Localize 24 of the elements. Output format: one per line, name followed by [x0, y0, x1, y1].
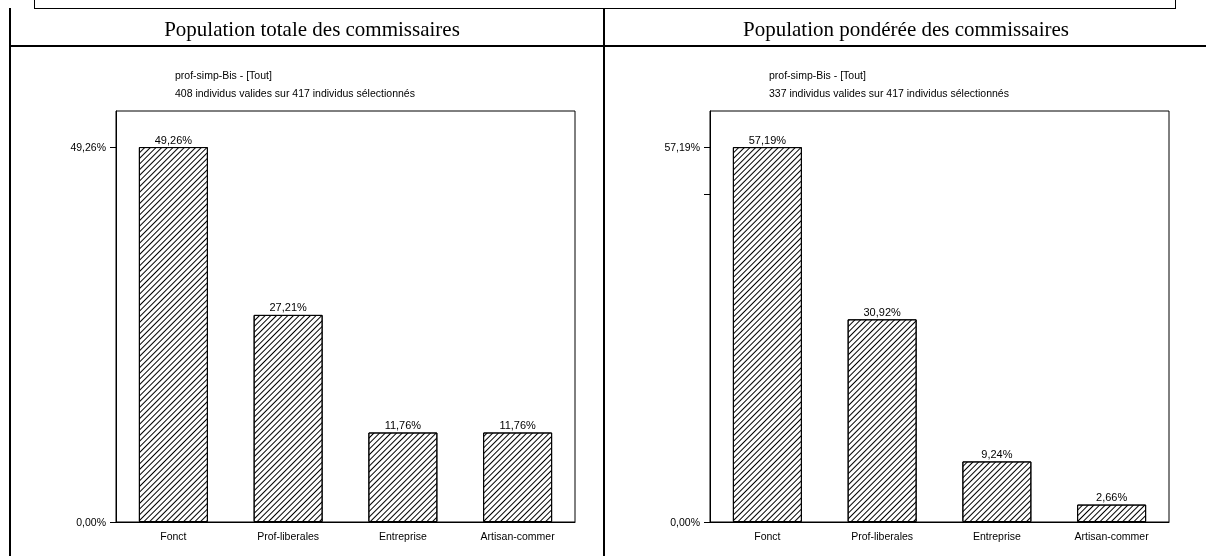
text: 408 individus valides sur 417 individus sélectionnés — [175, 86, 415, 99]
data-label: 57,19% — [748, 133, 787, 146]
data-label: 9,24% — [981, 447, 1013, 460]
chart-subtitle: prof-simp-Bis - [Tout] — [175, 68, 272, 81]
chart-subtitle: prof-simp-Bis - [Tout] — [769, 68, 866, 81]
text: 337 individus valides sur 417 individus sélectionnés — [769, 86, 1009, 99]
x-tick-label: Fonct — [754, 529, 781, 542]
data-label: 11,76% — [384, 418, 422, 431]
chart-title: Population pondérée des commissaires — [742, 16, 1070, 41]
data-label: 30,92% — [863, 305, 901, 318]
y-tick-label: 0,00% — [670, 516, 700, 528]
data-label: 11,76% — [499, 418, 537, 431]
x-tick-label: Artisan-commer — [1074, 529, 1150, 542]
x-tick-label: Artisan-commer — [480, 529, 556, 542]
data-label: 27,21% — [269, 301, 307, 314]
x-tick-label: Prof-liberales — [257, 529, 320, 542]
x-tick-label: Prof-liberales — [851, 529, 914, 542]
x-tick-label: Fonct — [160, 529, 187, 542]
y-tick-label: 0,00% — [76, 516, 106, 528]
data-label: 49,26% — [154, 133, 193, 146]
x-tick-label: Entreprise — [378, 529, 427, 542]
chart-title: Population totale des commissaires — [164, 16, 460, 41]
data-label: 2,66% — [1096, 491, 1128, 504]
x-tick-label: Entreprise — [972, 529, 1021, 542]
